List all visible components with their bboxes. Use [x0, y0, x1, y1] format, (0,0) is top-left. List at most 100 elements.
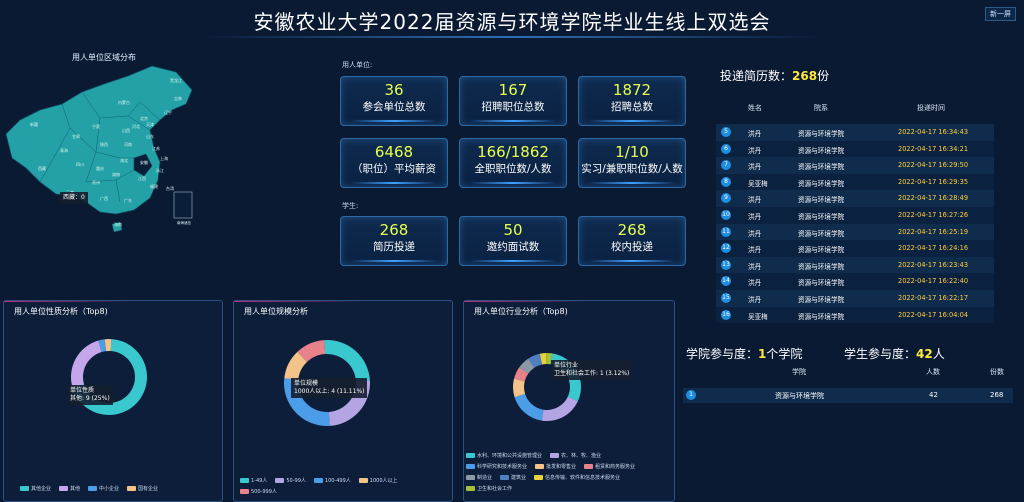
- department: 资源与环境学院: [798, 279, 845, 288]
- table-row[interactable]: 11 洪丹 资源与环境学院 2022-04-17 16:25:19: [716, 223, 994, 241]
- resume-list[interactable]: 5 洪丹 资源与环境学院 2022-04-17 16:34:43 6 洪丹 资源与环境学院 2…: [716, 124, 994, 324]
- pie-slice[interactable]: [528, 353, 543, 368]
- table-row[interactable]: 13 洪丹 资源与环境学院 2022-04-17 16:23:43: [716, 256, 994, 274]
- legend-label: 中小企业: [99, 486, 120, 492]
- column-header-time: 投递时间: [917, 104, 945, 112]
- student-section-label: 学生:: [342, 202, 359, 210]
- legend-label: 1-49人: [251, 478, 268, 484]
- row-index: 5: [721, 127, 731, 137]
- legend-item[interactable]: 信息传输、软件和信息技术服务业: [534, 474, 620, 481]
- legend-item[interactable]: 100-499人: [313, 477, 351, 484]
- legend-item[interactable]: 50-99人: [275, 477, 306, 484]
- pie-slice[interactable]: [104, 339, 112, 352]
- resume-count-heading: 投递简历数：268份: [720, 69, 830, 83]
- student-name: 吴亚梅: [748, 179, 768, 188]
- table-row[interactable]: 16 吴亚梅 资源与环境学院 2022-04-17 16:04:04: [716, 306, 994, 324]
- column-header-copies: 份数: [990, 368, 1004, 376]
- pie-slice[interactable]: [284, 351, 308, 380]
- legend-swatch: [275, 478, 285, 483]
- column-header-dept: 院系: [814, 104, 828, 112]
- pie-slice[interactable]: [514, 367, 529, 382]
- industry-donut-chart[interactable]: [454, 321, 672, 451]
- stat-card-company-count: 36 参会单位总数: [340, 76, 448, 126]
- resume-count: 268: [792, 69, 818, 83]
- table-row[interactable]: 1 资源与环境学院 42 268: [683, 388, 1013, 403]
- legend-item[interactable]: 水利、环境和公共设施管理业: [466, 452, 542, 459]
- table-row[interactable]: 6 洪丹 资源与环境学院 2022-04-17 16:34:21: [716, 140, 994, 158]
- pie-slice[interactable]: [514, 393, 544, 421]
- submit-time: 2022-04-17 16:04:04: [898, 310, 969, 319]
- province-label: 四川: [76, 162, 84, 167]
- legend-swatch: [240, 478, 249, 483]
- province-borders: [39, 91, 161, 203]
- row-index: 10: [721, 209, 731, 220]
- table-row[interactable]: 7 洪丹 资源与环境学院 2022-04-17 16:29:50: [716, 157, 994, 174]
- legend-item[interactable]: 租赁和商务服务业: [584, 463, 635, 470]
- south-china-sea-inset: [173, 191, 193, 219]
- pie-slice[interactable]: [519, 358, 535, 374]
- pie-slice[interactable]: [541, 396, 578, 421]
- student-name: 洪丹: [748, 229, 762, 238]
- province-label: 重庆: [96, 165, 104, 171]
- panel-title: 用人单位规模分析: [244, 307, 308, 316]
- legend-item[interactable]: 建筑业: [500, 474, 526, 481]
- legend-item[interactable]: 制造业: [466, 474, 492, 481]
- pie-slice[interactable]: [546, 353, 553, 365]
- legend-item[interactable]: 卫生和社会工作: [466, 485, 512, 492]
- legend-item[interactable]: 国有企业: [127, 485, 158, 492]
- submit-time: 2022-04-17 16:34:21: [898, 144, 969, 153]
- legend-item[interactable]: 其他: [59, 485, 80, 492]
- stat-card-hiring-total: 1872 招聘总数: [578, 76, 686, 126]
- department: 资源与环境学院: [798, 130, 845, 138]
- province-label: 陕西: [100, 141, 108, 147]
- legend-item[interactable]: 批发和零售业: [535, 463, 576, 470]
- student-name: 洪丹: [748, 246, 762, 255]
- row-index: 11: [721, 226, 731, 237]
- stat-card-resumes: 268 简历投递: [340, 216, 448, 266]
- legend-item[interactable]: 中小企业: [88, 485, 119, 492]
- legend-item[interactable]: 农、林、牧、渔业: [550, 452, 601, 459]
- submit-time: 2022-04-17 16:22:17: [898, 293, 969, 302]
- department: 资源与环境学院: [798, 146, 845, 155]
- legend-swatch: [88, 486, 98, 491]
- legend-swatch: [550, 453, 560, 458]
- pie-slice[interactable]: [297, 340, 326, 362]
- province-label: 广西: [100, 195, 108, 201]
- legend-swatch: [535, 464, 545, 469]
- chart-tooltip: 单位规模 1000人以上: 4 (11.11%): [291, 378, 368, 398]
- column-header-college: 学院: [792, 368, 806, 376]
- table-row[interactable]: 10 洪丹 资源与环境学院 2022-04-17 16:27:26: [716, 206, 994, 224]
- table-row[interactable]: 5 洪丹 资源与环境学院 2022-04-17 16:34:43: [716, 124, 994, 141]
- province-label: 甘肃: [72, 133, 80, 139]
- student-name: 洪丹: [748, 212, 762, 221]
- province-label: 河北: [132, 123, 140, 129]
- pie-slice[interactable]: [324, 340, 370, 382]
- row-index: 14: [721, 276, 731, 287]
- table-row[interactable]: 15 洪丹 资源与环境学院 2022-04-17 16:22:17: [716, 289, 994, 307]
- table-row[interactable]: 9 洪丹 资源与环境学院 2022-04-17 16:28:49: [716, 190, 994, 207]
- legend-item[interactable]: 500-999人: [240, 488, 277, 495]
- pie-slice[interactable]: [98, 339, 107, 353]
- pie-slice[interactable]: [513, 378, 526, 398]
- chart-tooltip: 单位行业 卫生和社会工作: 1 (3.12%): [551, 360, 633, 380]
- legend-item[interactable]: 其他企业: [20, 485, 51, 492]
- table-row[interactable]: 14 洪丹 资源与环境学院 2022-04-17 16:22:40: [716, 273, 994, 290]
- legend-item[interactable]: 1000人以上: [358, 477, 398, 484]
- stat-card-position-count: 167 招聘职位总数: [459, 76, 567, 126]
- pie-slice[interactable]: [539, 353, 547, 365]
- stat-card-interviews: 50 邀约面试数: [459, 216, 567, 266]
- pie-slice[interactable]: [70, 340, 102, 388]
- table-row[interactable]: 8 吴亚梅 资源与环境学院 2022-04-17 16:29:35: [716, 173, 994, 191]
- province-label: 湖南: [112, 171, 120, 177]
- legend-item[interactable]: 1-49人: [240, 477, 267, 484]
- legend-item[interactable]: 科学研究和技术服务业: [466, 463, 527, 470]
- map-tooltip: 西藏：0: [60, 192, 88, 204]
- screen-toggle-button[interactable]: 新一屏: [985, 7, 1016, 21]
- province-label: 黑龙江: [170, 77, 182, 83]
- nature-donut-chart[interactable]: [4, 321, 222, 471]
- row-index: 6: [721, 143, 731, 154]
- table-row[interactable]: 12 洪丹 资源与环境学院 2022-04-17 16:24:16: [716, 240, 994, 257]
- panel-title: 用人单位性质分析（Top8): [14, 307, 108, 316]
- province-label: 青海: [60, 147, 68, 153]
